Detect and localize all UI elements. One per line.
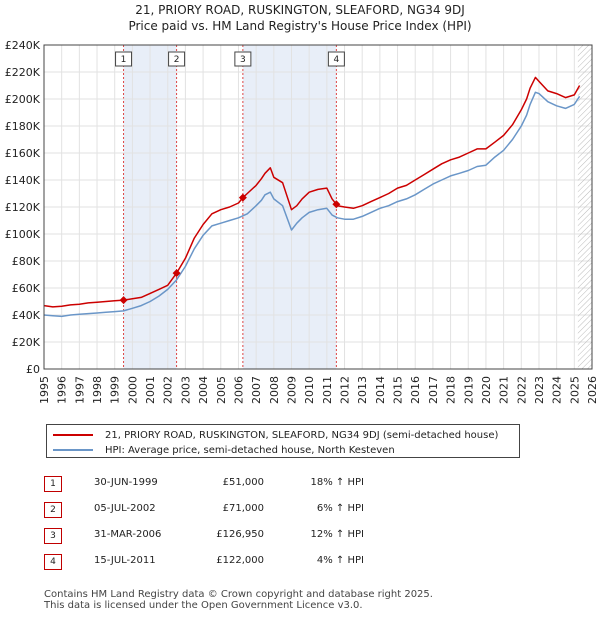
legend-label-hpi: HPI: Average price, semi-detached house,… — [105, 444, 395, 456]
transaction-date: 31-MAR-2006 — [94, 529, 162, 540]
legend-swatch-price-paid — [53, 434, 93, 436]
x-tick-label: 2018 — [445, 376, 458, 404]
x-tick-label: 2007 — [250, 376, 263, 404]
transaction-price: £51,000 — [222, 477, 264, 488]
y-tick-label: £140K — [5, 174, 41, 187]
legend-swatch-hpi — [53, 449, 93, 451]
footer-copyright: Contains HM Land Registry data © Crown c… — [44, 589, 433, 600]
x-tick-label: 2008 — [268, 376, 281, 404]
legend-item-price-paid: 21, PRIORY ROAD, RUSKINGTON, SLEAFORD, N… — [53, 428, 498, 442]
transaction-date: 05-JUL-2002 — [94, 503, 156, 514]
y-tick-label: £220K — [5, 66, 41, 79]
transaction-hpi-delta: 18% ↑ HPI — [310, 477, 364, 488]
sale-number-box — [115, 51, 133, 67]
x-tick-label: 1999 — [109, 376, 122, 404]
sale-number-label: 4 — [334, 55, 340, 65]
plot-border — [43, 44, 593, 370]
x-tick-label: 1995 — [38, 376, 51, 404]
x-tick-label: 2016 — [409, 376, 422, 404]
x-tick-label: 2024 — [551, 376, 564, 404]
x-tick-label: 1997 — [73, 376, 86, 404]
transaction-hpi-delta: 6% ↑ HPI — [316, 503, 364, 514]
transaction-price: £126,950 — [216, 529, 264, 540]
sale-number-box — [327, 51, 345, 67]
transaction-row: 3 31-MAR-2006 £126,950 12% ↑ HPI — [44, 524, 464, 550]
transaction-hpi-delta: 12% ↑ HPI — [310, 529, 364, 540]
x-tick-label: 2006 — [232, 376, 245, 404]
sale-number-label: 2 — [174, 55, 180, 65]
y-tick-label: £0 — [26, 363, 40, 376]
y-tick-label: £80K — [12, 255, 41, 268]
x-tick-label: 2004 — [197, 376, 210, 404]
x-tick-label: 2014 — [374, 376, 387, 404]
transaction-number-badge: 2 — [44, 502, 62, 518]
x-tick-label: 1996 — [56, 376, 69, 404]
legend-item-hpi: HPI: Average price, semi-detached house,… — [53, 443, 395, 457]
x-tick-label: 2015 — [392, 376, 405, 404]
x-tick-label: 2005 — [215, 376, 228, 404]
transaction-price: £71,000 — [222, 503, 264, 514]
sale-point-marker — [332, 200, 341, 209]
x-tick-label: 2013 — [356, 376, 369, 404]
x-tick-label: 2021 — [498, 376, 511, 404]
sale-number-box — [234, 51, 252, 67]
transaction-hpi-delta: 4% ↑ HPI — [316, 555, 364, 566]
sale-point-marker — [238, 193, 247, 202]
x-tick-label: 2011 — [321, 376, 334, 404]
x-tick-label: 2010 — [303, 376, 316, 404]
y-tick-label: £20K — [12, 336, 41, 349]
sale-number-label: 1 — [121, 55, 127, 65]
y-tick-label: £200K — [5, 93, 41, 106]
y-tick-label: £180K — [5, 120, 41, 133]
y-tick-label: £240K — [5, 39, 41, 52]
price-chart: 21, PRIORY ROAD, RUSKINGTON, SLEAFORD, N… — [5, 3, 599, 404]
chart-subtitle: Price paid vs. HM Land Registry's House … — [128, 19, 471, 33]
sale-number-label: 3 — [240, 55, 246, 65]
transaction-number-badge: 1 — [44, 476, 62, 492]
price-paid-line — [43, 76, 581, 308]
legend-label-price-paid: 21, PRIORY ROAD, RUSKINGTON, SLEAFORD, N… — [105, 429, 499, 441]
x-tick-label: 2020 — [480, 376, 493, 404]
chart-legend: 21, PRIORY ROAD, RUSKINGTON, SLEAFORD, N… — [46, 424, 520, 458]
y-tick-label: £160K — [5, 147, 41, 160]
x-tick-label: 2000 — [126, 376, 139, 404]
x-tick-label: 1998 — [91, 376, 104, 404]
sale-point-marker — [119, 296, 128, 305]
sale-point-marker — [172, 269, 181, 278]
y-tick-label: £100K — [5, 228, 41, 241]
transaction-row: 2 05-JUL-2002 £71,000 6% ↑ HPI — [44, 498, 464, 524]
chart-title: 21, PRIORY ROAD, RUSKINGTON, SLEAFORD, N… — [135, 3, 465, 17]
hpi-line — [43, 91, 581, 318]
transactions-table: 1 30-JUN-1999 £51,000 18% ↑ HPI 2 05-JUL… — [44, 472, 464, 576]
x-tick-label: 2023 — [533, 376, 546, 404]
x-tick-label: 2019 — [462, 376, 475, 404]
footer-attribution: Contains HM Land Registry data © Crown c… — [44, 589, 433, 611]
x-tick-label: 2022 — [515, 376, 528, 404]
transaction-price: £122,000 — [216, 555, 264, 566]
sale-number-box — [168, 51, 186, 67]
x-tick-label: 2003 — [179, 376, 192, 404]
x-tick-label: 2012 — [339, 376, 352, 404]
footer-licence: This data is licensed under the Open Gov… — [44, 600, 363, 611]
transaction-date: 30-JUN-1999 — [94, 477, 158, 488]
x-tick-label: 2009 — [285, 376, 298, 404]
transaction-number-badge: 3 — [44, 528, 62, 544]
transaction-number-badge: 4 — [44, 554, 62, 570]
x-tick-label: 2025 — [568, 376, 581, 404]
y-tick-label: £60K — [12, 282, 41, 295]
x-tick-label: 2002 — [162, 376, 175, 404]
x-tick-label: 2001 — [144, 376, 157, 404]
transaction-date: 15-JUL-2011 — [94, 555, 156, 566]
y-tick-label: £120K — [5, 201, 41, 214]
transaction-row: 4 15-JUL-2011 £122,000 4% ↑ HPI — [44, 550, 464, 576]
x-tick-label: 2017 — [427, 376, 440, 404]
transaction-row: 1 30-JUN-1999 £51,000 18% ↑ HPI — [44, 472, 464, 498]
x-tick-label: 2026 — [586, 376, 599, 404]
y-tick-label: £40K — [12, 309, 41, 322]
forecast-hatch-area — [577, 45, 592, 369]
